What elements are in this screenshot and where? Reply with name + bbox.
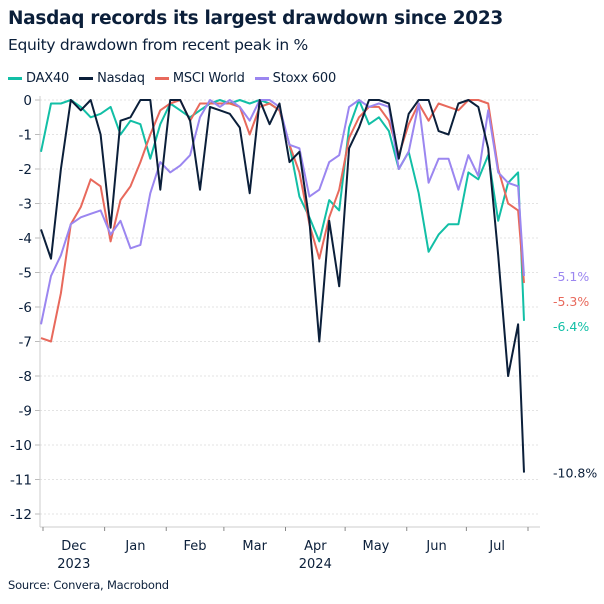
series-line-dax40 xyxy=(40,99,525,321)
legend-swatch xyxy=(79,77,94,80)
y-tick-label: -7 xyxy=(19,335,32,351)
legend-item: Nasdaq xyxy=(79,71,145,86)
y-tick-label: -2 xyxy=(19,162,32,178)
end-value-label: -5.3% xyxy=(553,294,589,309)
source-note: Source: Convera, Macrobond xyxy=(8,578,169,592)
x-year-label: 2023 xyxy=(57,557,90,572)
y-tick-label: -8 xyxy=(19,369,32,385)
y-tick-label: -5 xyxy=(19,266,32,282)
x-tick-label: Jul xyxy=(488,539,505,554)
x-tick-label: Mar xyxy=(242,539,267,554)
y-tick-label: -12 xyxy=(10,507,32,523)
x-tick-label: Apr xyxy=(304,539,327,554)
end-value-label: -5.1% xyxy=(553,269,589,284)
y-tick-label: -4 xyxy=(19,231,32,247)
x-tick-label: Jan xyxy=(124,539,145,554)
series-line-stoxx-600 xyxy=(40,99,525,325)
x-tick-label: May xyxy=(362,539,389,554)
legend-label: Nasdaq xyxy=(97,71,145,86)
legend-label: DAX40 xyxy=(26,71,70,86)
x-year-label: 2024 xyxy=(299,557,332,572)
x-tick-label: Jun xyxy=(425,539,446,554)
legend-item: Stoxx 600 xyxy=(254,71,337,86)
series-line-msci-world xyxy=(40,99,525,343)
x-tick-label: Feb xyxy=(184,539,207,554)
legend: DAX40 Nasdaq MSCI World Stoxx 600 xyxy=(8,71,336,86)
legend-item: DAX40 xyxy=(8,71,69,86)
end-value-label: -10.8% xyxy=(553,466,597,481)
legend-label: Stoxx 600 xyxy=(272,71,337,86)
y-tick-label: -10 xyxy=(10,438,32,454)
y-tick-label: 0 xyxy=(23,93,32,109)
legend-item: MSCI World xyxy=(154,71,245,86)
chart-subtitle: Equity drawdown from recent peak in % xyxy=(8,36,308,54)
legend-label: MSCI World xyxy=(172,71,245,86)
y-tick-label: -3 xyxy=(19,197,32,213)
y-tick-label: -9 xyxy=(19,404,32,420)
end-value-label: -6.4% xyxy=(553,319,589,334)
series-line-nasdaq xyxy=(40,99,525,473)
y-tick-label: -1 xyxy=(19,128,32,144)
x-tick-label: Dec xyxy=(61,539,86,554)
chart-title: Nasdaq records its largest drawdown sinc… xyxy=(8,8,503,29)
legend-swatch xyxy=(8,77,22,80)
legend-swatch xyxy=(154,77,169,80)
y-tick-label: -6 xyxy=(19,300,32,316)
y-tick-label: -11 xyxy=(10,473,32,489)
legend-swatch xyxy=(254,77,269,80)
